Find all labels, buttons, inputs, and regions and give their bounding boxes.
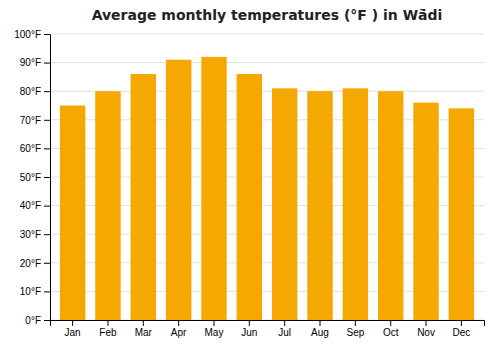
bar xyxy=(60,106,85,321)
bar xyxy=(413,103,438,320)
y-tick: 60°F xyxy=(20,143,50,154)
x-tick: Jun xyxy=(241,320,257,338)
y-tick: 0°F xyxy=(25,315,50,326)
y-tick-label: 30°F xyxy=(20,229,41,240)
plot: 0°F 10°F 20°F 30°F 40°F 50°F 60°F 70°F 80°F 90°F 1… xyxy=(14,29,484,338)
y-tick: 30°F xyxy=(20,229,50,240)
x-tick-mark xyxy=(249,320,250,326)
y-tick-mark xyxy=(44,148,50,149)
x-tick: Nov xyxy=(417,320,435,338)
x-tick-label: Apr xyxy=(171,327,187,338)
y-tick-label: 70°F xyxy=(20,115,41,126)
x-axis: Jan Feb Mar Apr May Jun Jul Aug Sep Oct Nov Dec xyxy=(51,320,485,338)
y-tick-label: 10°F xyxy=(20,286,41,297)
bars xyxy=(60,57,474,320)
x-tick: Sep xyxy=(346,320,364,338)
x-tick: Jan xyxy=(65,320,81,338)
y-tick-mark xyxy=(44,120,50,121)
y-tick-label: 40°F xyxy=(20,200,41,211)
x-tick-mark xyxy=(320,320,321,326)
x-tick-label: Jul xyxy=(278,327,291,338)
x-tick-label: Oct xyxy=(383,327,399,338)
x-tick-mark xyxy=(461,320,462,326)
x-tick: May xyxy=(205,320,224,338)
bar xyxy=(95,91,120,320)
x-tick-label: Jun xyxy=(241,327,257,338)
y-tick-label: 60°F xyxy=(20,143,41,154)
x-tick-mark xyxy=(426,320,427,326)
x-tick-label: Feb xyxy=(99,327,117,338)
bar xyxy=(449,108,474,320)
y-axis: 0°F 10°F 20°F 30°F 40°F 50°F 60°F 70°F 80°F 90°F 1… xyxy=(14,29,50,326)
y-tick-mark xyxy=(44,291,50,292)
title: Average monthly temperatures (°F ) in Wā… xyxy=(92,7,443,23)
y-tick: 40°F xyxy=(20,200,50,211)
x-tick-mark xyxy=(72,320,73,326)
y-tick-mark xyxy=(44,263,50,264)
x-tick: Aug xyxy=(311,320,329,338)
bar xyxy=(201,57,226,320)
bar xyxy=(166,60,191,320)
y-tick: 100°F xyxy=(14,29,50,40)
bar xyxy=(343,88,368,320)
x-tick: Dec xyxy=(452,320,470,338)
x-tick: Feb xyxy=(99,320,117,338)
y-tick-label: 20°F xyxy=(20,258,41,269)
y-tick-mark xyxy=(44,234,50,235)
x-tick-mark xyxy=(178,320,179,326)
bar xyxy=(307,91,332,320)
y-tick: 20°F xyxy=(20,258,50,269)
x-tick-label: Aug xyxy=(311,327,329,338)
x-tick-label: Dec xyxy=(452,327,470,338)
y-axis-line xyxy=(44,35,51,321)
x-tick: Oct xyxy=(383,320,399,338)
y-tick-mark xyxy=(44,206,50,207)
y-tick: 10°F xyxy=(20,286,50,297)
x-tick-label: Nov xyxy=(417,327,435,338)
y-tick-mark xyxy=(44,91,50,92)
grid-line xyxy=(50,62,484,63)
y-tick: 70°F xyxy=(20,115,50,126)
x-tick-label: Jan xyxy=(65,327,81,338)
x-tick-label: May xyxy=(205,327,224,338)
y-tick-mark xyxy=(44,63,50,64)
bar xyxy=(378,91,403,320)
y-tick: 90°F xyxy=(20,57,50,68)
bar xyxy=(272,88,297,320)
x-tick-label: Mar xyxy=(135,327,153,338)
x-tick-mark xyxy=(213,320,214,326)
x-tick-mark xyxy=(390,320,391,326)
y-tick-mark xyxy=(44,320,50,321)
y-tick-label: 80°F xyxy=(20,86,41,97)
y-tick: 50°F xyxy=(20,172,50,183)
y-tick-mark xyxy=(44,34,50,35)
x-axis-line xyxy=(51,321,485,327)
y-tick-label: 100°F xyxy=(14,29,41,40)
x-tick: Apr xyxy=(171,320,187,338)
bar xyxy=(237,74,262,320)
grid-line xyxy=(50,34,484,35)
chart: 0°F 10°F 20°F 30°F 40°F 50°F 60°F 70°F 80°F 90°F 1… xyxy=(0,0,500,350)
x-tick-mark xyxy=(143,320,144,326)
y-tick-mark xyxy=(44,177,50,178)
x-tick-mark xyxy=(284,320,285,326)
y-tick-label: 90°F xyxy=(20,57,41,68)
grid xyxy=(50,34,484,320)
bar xyxy=(131,74,156,320)
y-tick-label: 0°F xyxy=(25,315,41,326)
x-tick: Jul xyxy=(278,320,291,338)
x-tick-mark xyxy=(355,320,356,326)
y-tick: 80°F xyxy=(20,86,50,97)
y-tick-label: 50°F xyxy=(20,172,41,183)
x-tick: Mar xyxy=(135,320,153,338)
x-tick-label: Sep xyxy=(346,327,364,338)
x-tick-mark xyxy=(107,320,108,326)
